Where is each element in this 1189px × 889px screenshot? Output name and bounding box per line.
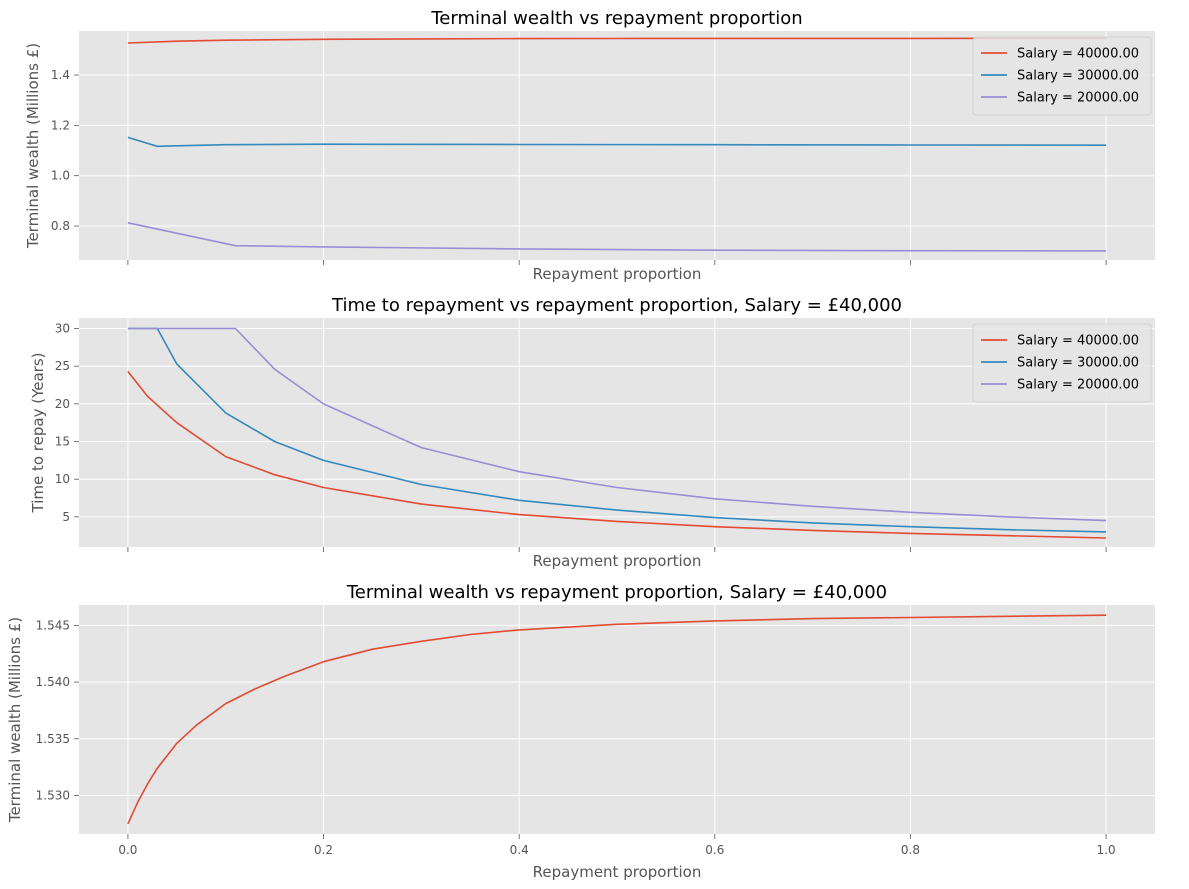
x-tick-label: 0.0 xyxy=(118,843,137,857)
legend-box xyxy=(972,36,1152,116)
x-tick-label: 0.4 xyxy=(510,843,529,857)
y-tick-label: 20 xyxy=(55,397,70,411)
x-axis-label: Repayment proportion xyxy=(533,863,702,881)
series-line-1 xyxy=(127,37,1107,44)
x-tick-label: 0.8 xyxy=(901,843,920,857)
y-tick-label: 1.545 xyxy=(36,618,70,632)
legend-label: Salary = 40000.00 xyxy=(1017,334,1139,349)
y-tick-label: 1.4 xyxy=(51,68,70,82)
y-tick-label: 30 xyxy=(55,322,70,336)
y-tick-label: 1.540 xyxy=(36,675,70,689)
series-line-2 xyxy=(127,136,1107,148)
x-axis-label: Repayment proportion xyxy=(533,265,702,283)
y-tick-label: 1.0 xyxy=(51,169,70,183)
chart-title: Terminal wealth vs repayment proportion xyxy=(430,8,802,29)
series-line-1 xyxy=(127,371,1107,539)
legend-label: Salary = 40000.00 xyxy=(1017,47,1139,62)
legend-label: Salary = 30000.00 xyxy=(1017,69,1139,84)
legend-label: Salary = 20000.00 xyxy=(1017,91,1139,106)
y-axis-label: Terminal wealth (Millions £) xyxy=(6,617,24,823)
plot-area xyxy=(79,605,1155,834)
y-tick-label: 1.2 xyxy=(51,118,70,132)
chart-panel-3: 0.0 0.2 0.4 0.6 0.8 1.0 1.530 1.535 1.540 1.545 Te… xyxy=(6,582,1155,881)
x-axis-label: Repayment proportion xyxy=(533,552,702,570)
legend-label: Salary = 20000.00 xyxy=(1017,378,1139,393)
y-tick-label: 25 xyxy=(55,359,70,373)
series-line-1 xyxy=(127,614,1107,825)
series-line-3 xyxy=(127,222,1107,252)
chart-panel-2: 5 10 15 20 25 30 Time to repayment vs repaymen… xyxy=(29,295,1155,570)
y-axis-label: Time to repay (Years) xyxy=(29,352,47,513)
y-tick-label: 5 xyxy=(62,510,70,524)
chart-title: Time to repayment vs repayment proportio… xyxy=(331,295,902,316)
y-axis-label: Terminal wealth (Millions £) xyxy=(24,43,42,249)
y-tick-label: 0.8 xyxy=(51,219,70,233)
series-line-3 xyxy=(127,327,1107,522)
y-tick-label: 1.530 xyxy=(36,788,70,802)
chart-panel-1: 0.8 1.0 1.2 1.4 Terminal wealth vs repayment… xyxy=(24,8,1155,283)
x-tick-label: 0.6 xyxy=(705,843,724,857)
y-tick-label: 10 xyxy=(55,472,70,486)
chart-title: Terminal wealth vs repayment proportion,… xyxy=(346,582,887,603)
legend-label: Salary = 30000.00 xyxy=(1017,356,1139,371)
legend: Salary = 40000.00 Salary = 30000.00 Salary… xyxy=(972,323,1152,403)
legend-box xyxy=(972,323,1152,403)
legend: Salary = 40000.00 Salary = 30000.00 Salary… xyxy=(972,36,1152,116)
x-tick-label: 0.2 xyxy=(314,843,333,857)
y-tick-label: 15 xyxy=(55,435,70,449)
x-tick-label: 1.0 xyxy=(1097,843,1116,857)
y-tick-label: 1.535 xyxy=(36,732,70,746)
series-line-2 xyxy=(127,327,1107,533)
